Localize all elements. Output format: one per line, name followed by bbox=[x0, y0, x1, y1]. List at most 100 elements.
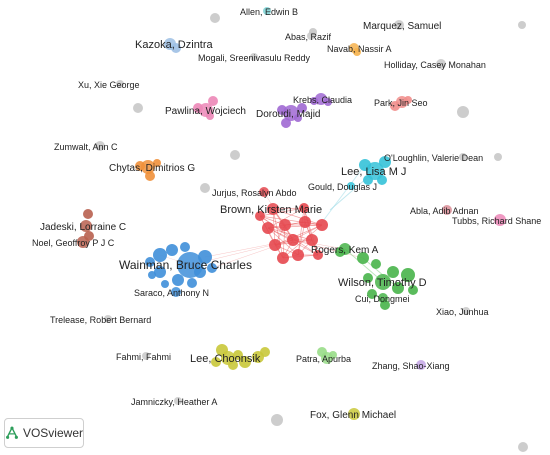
author-node[interactable] bbox=[104, 315, 112, 323]
author-label[interactable]: Wainman, Bruce Charles bbox=[119, 258, 252, 272]
author-bubble[interactable] bbox=[153, 159, 161, 167]
author-bubble[interactable] bbox=[279, 219, 291, 231]
author-bubble[interactable] bbox=[371, 259, 381, 269]
author-label[interactable]: Abas, Razif bbox=[285, 32, 332, 42]
author-node[interactable] bbox=[347, 182, 355, 190]
author-bubble[interactable] bbox=[145, 257, 155, 267]
author-label[interactable]: Wilson, Timothy D bbox=[338, 277, 427, 289]
author-label[interactable]: Zhang, Shao-Xiang bbox=[372, 361, 450, 371]
author-label[interactable]: Kazoka, Dzintra bbox=[135, 39, 214, 51]
author-bubble[interactable] bbox=[518, 442, 528, 452]
author-bubble[interactable] bbox=[299, 216, 311, 228]
author-node[interactable] bbox=[321, 352, 333, 364]
author-bubble[interactable] bbox=[233, 350, 243, 360]
author-label[interactable]: Navab, Nassir A bbox=[327, 44, 392, 54]
author-label[interactable]: Xiao, Junhua bbox=[436, 307, 489, 317]
author-node[interactable] bbox=[378, 293, 388, 303]
author-bubble[interactable] bbox=[148, 271, 156, 279]
author-bubble[interactable] bbox=[306, 234, 318, 246]
author-node[interactable] bbox=[315, 93, 327, 105]
author-label[interactable]: Chytas, Dimitrios G bbox=[109, 163, 195, 174]
author-bubble[interactable] bbox=[313, 250, 323, 260]
author-node[interactable] bbox=[171, 287, 181, 297]
author-bubble[interactable] bbox=[457, 106, 469, 118]
author-node[interactable] bbox=[116, 80, 124, 88]
author-label[interactable]: Jurjus, Rosalyn Abdo bbox=[212, 188, 297, 198]
author-bubble[interactable] bbox=[277, 252, 289, 264]
author-node[interactable] bbox=[263, 7, 271, 15]
author-bubble[interactable] bbox=[154, 266, 166, 278]
author-label[interactable]: Lee, Choonsik bbox=[190, 353, 261, 365]
author-node[interactable] bbox=[349, 43, 359, 53]
author-bubble[interactable] bbox=[363, 273, 373, 283]
author-bubble[interactable] bbox=[172, 274, 184, 286]
author-label[interactable]: Lee, Lisa M J bbox=[341, 166, 406, 178]
author-bubble[interactable] bbox=[392, 282, 404, 294]
author-node[interactable] bbox=[142, 352, 150, 360]
author-bubble[interactable] bbox=[357, 252, 369, 264]
author-bubble[interactable] bbox=[494, 153, 502, 161]
author-node[interactable] bbox=[375, 274, 391, 290]
author-node[interactable] bbox=[95, 141, 105, 151]
author-label[interactable]: Fahmi, Fahmi bbox=[116, 352, 171, 362]
vosviewer-logo[interactable]: VOSviewer bbox=[4, 418, 84, 448]
author-node[interactable] bbox=[164, 38, 176, 50]
author-bubble[interactable] bbox=[210, 13, 220, 23]
author-node[interactable] bbox=[174, 397, 182, 405]
author-label[interactable]: Abla, Adib Adnan bbox=[410, 206, 479, 216]
author-label[interactable]: Krebs, Claudia bbox=[293, 95, 352, 105]
author-node[interactable] bbox=[250, 53, 258, 61]
author-bubble[interactable] bbox=[187, 278, 197, 288]
author-label[interactable]: Noel, Geoffroy P J C bbox=[32, 238, 115, 248]
author-bubble[interactable] bbox=[207, 263, 217, 273]
author-bubble[interactable] bbox=[367, 289, 377, 299]
author-label[interactable]: Mogali, Sreenivasulu Reddy bbox=[198, 53, 311, 63]
author-bubble[interactable] bbox=[287, 234, 299, 246]
author-node[interactable] bbox=[221, 351, 235, 365]
author-node[interactable] bbox=[459, 153, 467, 161]
author-label[interactable]: Doroudi, Majid bbox=[256, 109, 320, 120]
author-label[interactable]: Fox, Glenn Michael bbox=[310, 410, 396, 421]
author-bubble[interactable] bbox=[166, 244, 178, 256]
author-bubble[interactable] bbox=[161, 280, 169, 288]
author-node[interactable] bbox=[199, 103, 213, 117]
author-node[interactable] bbox=[462, 307, 470, 315]
author-node[interactable] bbox=[307, 32, 315, 40]
author-node[interactable] bbox=[416, 360, 426, 370]
author-node[interactable] bbox=[442, 205, 452, 215]
author-bubble[interactable] bbox=[153, 248, 167, 262]
author-node[interactable] bbox=[259, 187, 269, 197]
author-bubble[interactable] bbox=[292, 249, 304, 261]
author-bubble[interactable] bbox=[262, 222, 274, 234]
author-label[interactable]: Park, Jin Seo bbox=[374, 98, 428, 108]
author-bubble[interactable] bbox=[180, 242, 190, 252]
author-bubble[interactable] bbox=[379, 156, 391, 168]
author-bubble[interactable] bbox=[260, 347, 270, 357]
author-label[interactable]: Trelease, Robert Bernard bbox=[50, 315, 151, 325]
author-label[interactable]: Patra, Apurba bbox=[296, 354, 351, 364]
author-bubble[interactable] bbox=[387, 266, 399, 278]
author-node[interactable] bbox=[394, 20, 404, 30]
author-bubble[interactable] bbox=[271, 414, 283, 426]
author-bubble[interactable] bbox=[408, 285, 418, 295]
author-label[interactable]: Gould, Douglas J bbox=[308, 182, 377, 192]
author-bubble[interactable] bbox=[208, 96, 218, 106]
author-label[interactable]: Tubbs, Richard Shane bbox=[452, 216, 541, 226]
author-bubble[interactable] bbox=[230, 150, 240, 160]
author-node[interactable] bbox=[77, 236, 89, 248]
author-label[interactable]: Holliday, Casey Monahan bbox=[384, 60, 486, 70]
author-bubble[interactable] bbox=[299, 203, 309, 213]
author-node[interactable] bbox=[267, 203, 279, 215]
author-bubble[interactable] bbox=[133, 103, 143, 113]
author-label[interactable]: Xu, Xie George bbox=[78, 80, 140, 90]
author-label[interactable]: Cui, Dongmei bbox=[355, 294, 410, 304]
author-bubble[interactable] bbox=[211, 357, 221, 367]
author-bubble[interactable] bbox=[401, 268, 415, 282]
author-node[interactable] bbox=[177, 252, 203, 278]
author-label[interactable]: Rogers, Kem A bbox=[311, 245, 379, 256]
author-label[interactable]: O'Loughlin, Valerie Dean bbox=[384, 153, 483, 163]
author-label[interactable]: Marquez, Samuel bbox=[363, 21, 441, 32]
author-bubble[interactable] bbox=[239, 356, 251, 368]
author-node[interactable] bbox=[339, 243, 351, 255]
